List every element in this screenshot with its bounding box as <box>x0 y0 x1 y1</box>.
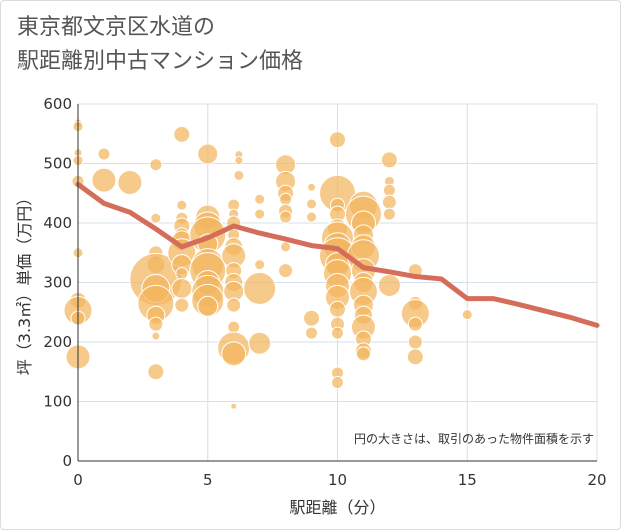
average-price-line <box>75 181 600 328</box>
data-bubble <box>331 375 344 389</box>
data-bubble <box>147 363 165 381</box>
y-tick-label: 300 <box>43 274 72 292</box>
y-tick-label: 600 <box>43 95 72 113</box>
data-bubble <box>303 309 321 327</box>
data-bubble <box>331 326 344 340</box>
data-bubble <box>406 348 424 366</box>
x-tick-label: 15 <box>458 471 477 489</box>
data-bubble <box>254 208 266 220</box>
y-tick-label: 200 <box>43 333 72 351</box>
y-axis-title: 坪（3.3㎡）単価（万円） <box>15 190 34 375</box>
data-bubble <box>381 194 397 210</box>
data-bubble <box>175 267 189 281</box>
chart-title-line2: 駅距離別中古マンション価格 <box>17 49 304 74</box>
x-tick-label: 20 <box>587 471 606 489</box>
data-bubble <box>380 151 398 169</box>
y-tick-label: 500 <box>43 155 72 173</box>
data-bubble <box>329 300 346 318</box>
data-bubble <box>173 125 191 143</box>
size-note: 円の大きさは、取引のあった物件面積を示す <box>354 431 594 446</box>
data-bubble <box>306 211 318 223</box>
data-bubble <box>234 156 244 166</box>
data-bubble <box>305 326 319 340</box>
data-bubble <box>243 271 277 305</box>
x-tick-label: 0 <box>73 471 83 489</box>
data-bubble <box>221 341 247 367</box>
data-bubble <box>117 170 143 196</box>
data-bubbles <box>63 118 473 410</box>
data-bubble <box>233 169 245 181</box>
chart-title-line1: 東京都文京区水道の <box>17 15 216 40</box>
data-bubble <box>254 193 266 205</box>
x-tick-label: 5 <box>203 471 213 489</box>
x-tick-label: 10 <box>328 471 347 489</box>
data-bubble <box>226 297 242 313</box>
data-bubble <box>407 334 423 350</box>
data-bubble <box>306 198 318 210</box>
data-bubble <box>150 212 162 224</box>
data-bubble <box>197 295 219 317</box>
data-bubble <box>355 346 371 362</box>
data-bubble <box>227 320 241 334</box>
data-bubble <box>97 147 111 161</box>
data-bubble <box>91 167 117 193</box>
axes <box>77 104 597 462</box>
data-bubble <box>307 182 317 192</box>
data-bubble <box>230 402 238 410</box>
x-axis-title: 駅距離（分） <box>289 498 385 517</box>
y-tick-label: 400 <box>43 214 72 232</box>
data-bubble <box>280 241 292 253</box>
data-bubble <box>377 273 401 297</box>
data-bubble <box>461 309 473 321</box>
data-bubble <box>407 316 423 332</box>
data-bubble <box>148 316 164 332</box>
data-bubble <box>149 158 163 172</box>
y-tick-label: 0 <box>62 452 72 470</box>
data-bubble <box>151 331 161 341</box>
average-line-group <box>75 181 600 328</box>
chart-title: 東京都文京区水道の駅距離別中古マンション価格 <box>17 11 577 79</box>
y-tick-label: 100 <box>43 393 72 411</box>
data-bubble <box>254 259 266 271</box>
data-bubble <box>197 143 219 165</box>
data-bubble <box>382 207 396 221</box>
data-bubble <box>174 297 190 313</box>
data-bubble <box>279 210 293 224</box>
data-bubble <box>248 331 272 355</box>
data-bubble <box>278 263 294 279</box>
data-bubble <box>176 199 188 211</box>
data-bubble <box>279 192 293 206</box>
data-bubble <box>382 183 396 197</box>
data-bubble <box>171 277 193 299</box>
data-bubble <box>329 131 346 149</box>
